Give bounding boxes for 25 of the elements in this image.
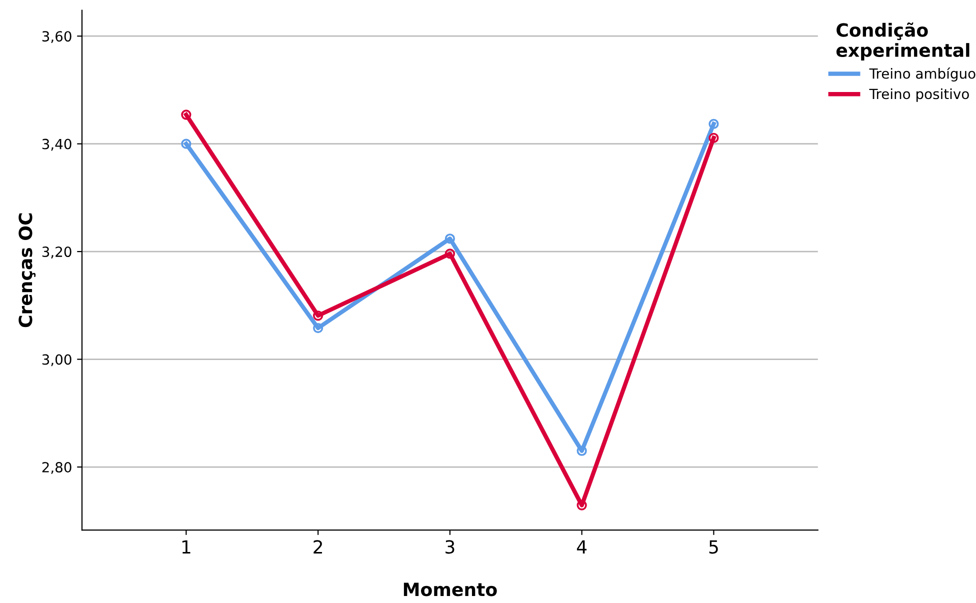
legend-label: Treino positivo bbox=[869, 88, 969, 102]
point bbox=[181, 138, 192, 149]
x-tick-label: 4 bbox=[576, 540, 587, 554]
point bbox=[312, 310, 324, 321]
x-tick-label: 3 bbox=[446, 540, 454, 554]
y-tick-label: 3,60 bbox=[42, 31, 72, 43]
legend-label: Treino ambíguo bbox=[869, 67, 976, 82]
legend-title: Condição experimental bbox=[836, 22, 970, 61]
x-tick-label: 2 bbox=[314, 540, 322, 554]
point bbox=[576, 500, 587, 510]
y-tick-label: 3,20 bbox=[42, 246, 72, 258]
y-tick-label: 2,80 bbox=[42, 462, 72, 474]
point bbox=[312, 322, 324, 334]
x-tick-label: 1 bbox=[182, 540, 190, 554]
point bbox=[444, 234, 456, 244]
point bbox=[576, 446, 587, 456]
point bbox=[708, 118, 719, 129]
x-axis-title: Momento bbox=[404, 582, 497, 596]
y-tick-label: 3,40 bbox=[42, 138, 72, 151]
point bbox=[444, 248, 456, 259]
y-tick-label: 3,00 bbox=[42, 354, 72, 366]
y-axis-title: Crenças OC bbox=[18, 213, 36, 328]
point bbox=[181, 110, 192, 120]
point bbox=[708, 132, 719, 143]
x-tick-label: 5 bbox=[709, 540, 718, 554]
